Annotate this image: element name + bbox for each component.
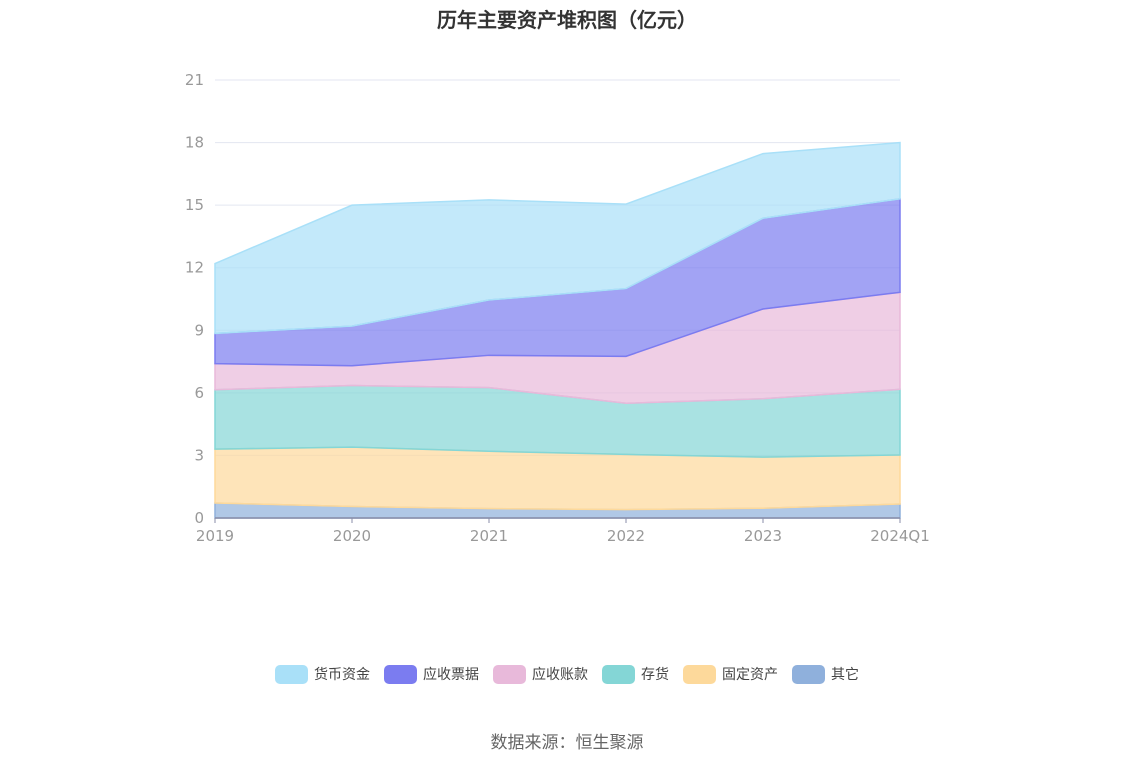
x-tick-label: 2020 <box>333 527 371 545</box>
y-tick-label: 9 <box>194 321 204 339</box>
area-series-5[interactable] <box>214 141 901 335</box>
legend-label: 应收账款 <box>532 667 588 683</box>
y-tick-label: 6 <box>194 384 204 402</box>
legend-swatch <box>275 664 308 684</box>
legend: 货币资金 应收票据 应收账款 存货 固定资产 其它 <box>0 664 1134 684</box>
y-tick-label: 21 <box>185 71 204 89</box>
y-tick-label: 18 <box>185 134 204 152</box>
x-tick-label: 2024Q1 <box>870 527 930 545</box>
x-tick-label: 2019 <box>196 527 234 545</box>
legend-label: 其它 <box>831 667 859 683</box>
axes: 0 3 6 9 12 15 18 21 2019 2020 2021 2022 2023 2024Q1 <box>185 71 930 545</box>
legend-item[interactable]: 固定资产 <box>683 664 778 684</box>
y-tick-label: 0 <box>194 509 204 527</box>
stacked-areas <box>214 141 901 519</box>
legend-label: 货币资金 <box>314 667 370 683</box>
legend-item[interactable]: 应收票据 <box>384 664 479 684</box>
x-tick-label: 2022 <box>607 527 645 545</box>
legend-label: 固定资产 <box>722 667 778 683</box>
legend-item[interactable]: 存货 <box>602 664 669 684</box>
legend-swatch <box>493 664 526 684</box>
legend-swatch <box>792 664 825 684</box>
chart-title: 历年主要资产堆积图（亿元） <box>437 8 697 32</box>
x-tick-label: 2023 <box>744 527 782 545</box>
x-tick-label: 2021 <box>470 527 508 545</box>
data-source-note: 数据来源：恒生聚源 <box>490 733 644 753</box>
legend-label: 存货 <box>641 667 669 683</box>
legend-swatch <box>683 664 716 684</box>
legend-item[interactable]: 应收账款 <box>493 664 588 684</box>
y-tick-label: 12 <box>185 259 204 277</box>
y-tick-label: 15 <box>185 196 204 214</box>
legend-swatch <box>602 664 635 684</box>
legend-item[interactable]: 其它 <box>792 664 859 684</box>
area-chart: 0 3 6 9 12 15 18 21 2019 2020 2021 2022 2023 2024Q1 <box>185 71 930 545</box>
y-tick-label: 3 <box>194 446 204 464</box>
legend-label: 应收票据 <box>423 667 479 683</box>
legend-swatch <box>384 664 417 684</box>
legend-item[interactable]: 货币资金 <box>275 664 370 684</box>
